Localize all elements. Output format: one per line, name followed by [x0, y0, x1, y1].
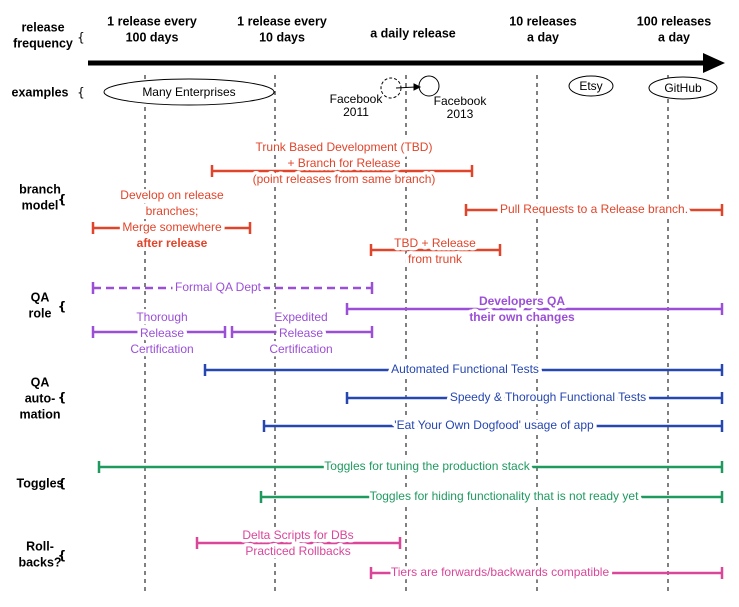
bar-label: Developers QA [479, 294, 565, 308]
brace: { [58, 391, 67, 405]
bar-label: branches; [146, 204, 199, 218]
timeline-bar [195, 537, 402, 549]
bar-label: from trunk [408, 252, 463, 266]
timeline-bar [464, 204, 724, 216]
row-label: QA [31, 290, 50, 304]
column-label: 1 release every [107, 14, 197, 28]
brace: { [77, 86, 85, 100]
timeline-bar [345, 303, 724, 315]
column-label: 100 days [126, 30, 179, 44]
bar-label: Toggles for tuning the production stack [324, 459, 530, 473]
row-label: examples [12, 85, 69, 99]
bar-label: Release [279, 326, 323, 340]
column-label: 100 releases [637, 14, 711, 28]
bar-label: Thorough [136, 310, 187, 324]
bar-label: Delta Scripts for DBs [242, 528, 353, 542]
timeline-arrow [88, 53, 725, 73]
timeline-bar [91, 326, 227, 338]
timeline-bar [262, 420, 724, 432]
row-label: Roll- [26, 539, 54, 553]
row-label: release [21, 20, 64, 34]
row-label: QA [31, 375, 50, 389]
brace: { [58, 300, 67, 314]
bar-label: TBD + Release [394, 236, 476, 250]
timeline-bar [230, 326, 374, 338]
column-label: a daily release [370, 26, 456, 40]
example-label: 2011 [343, 105, 369, 119]
row-label: branch [19, 182, 61, 196]
bar-label: Tiers are forwards/backwards compatible [391, 565, 610, 579]
example-label: Facebook [434, 94, 488, 108]
brace: { [58, 549, 67, 563]
timeline-bar [203, 364, 724, 376]
timeline-bar [345, 392, 724, 404]
bar-label: Formal QA Dept [175, 280, 262, 294]
bar-label: Certification [269, 342, 332, 356]
bar-label: 'Eat Your Own Dogfood' usage of app [394, 418, 594, 432]
example-label: Facebook [330, 92, 384, 106]
timeline-bar [97, 461, 724, 473]
row-label: auto- [25, 391, 56, 405]
bar-label: Speedy & Thorough Functional Tests [450, 390, 646, 404]
example-label: Etsy [579, 79, 602, 93]
column-label: 1 release every [237, 14, 327, 28]
bar-label: Certification [130, 342, 193, 356]
example-shapes [103, 75, 718, 106]
example-label: Many Enterprises [142, 85, 235, 99]
timeline-bar [91, 282, 374, 294]
timeline-bar [210, 165, 474, 177]
column-label: a day [658, 30, 690, 44]
timeline-bar [369, 244, 502, 256]
example-label: GitHub [664, 81, 702, 95]
bar-label: Toggles for hiding functionality that is… [370, 489, 639, 503]
bar-label: Pull Requests to a Release branch. [500, 202, 688, 216]
bar-label: Release [140, 326, 184, 340]
bar-label: Trunk Based Development (TBD) [256, 140, 433, 154]
brace: { [58, 193, 67, 207]
column-label: 10 releases [509, 14, 576, 28]
timeline-bar [259, 491, 724, 503]
row-label: model [22, 198, 59, 212]
timeline-bar [369, 567, 724, 579]
brace: { [58, 477, 67, 491]
row-label: backs? [18, 555, 61, 569]
row-label: mation [20, 407, 61, 421]
row-label: Toggles [17, 476, 64, 490]
bar-label: (point releases from same branch) [253, 172, 436, 186]
bar-label: + Branch for Release [287, 156, 400, 170]
column-label: a day [527, 30, 559, 44]
bar-label: Develop on release [120, 188, 224, 202]
bar-label: Automated Functional Tests [391, 362, 539, 376]
bar-label: after release [137, 236, 208, 250]
column-label: 10 days [259, 30, 305, 44]
timeline-bar [91, 222, 252, 234]
row-label: role [29, 306, 52, 320]
brace: { [77, 31, 85, 45]
column-guides [144, 75, 669, 592]
bar-label: Merge somewhere [122, 220, 222, 234]
example-label: 2013 [447, 107, 474, 121]
bar-label: Expedited [274, 310, 327, 324]
row-label: frequency [13, 36, 73, 50]
bar-label: Practiced Rollbacks [245, 544, 350, 558]
bar-label: their own changes [469, 310, 575, 324]
